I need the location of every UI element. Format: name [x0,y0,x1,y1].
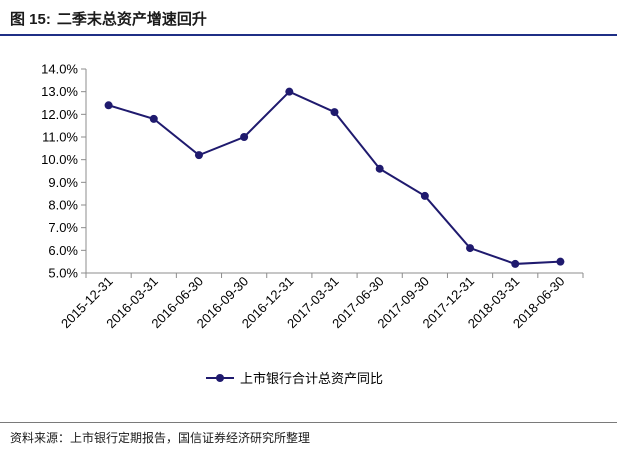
data-point [375,164,384,173]
figure-title-text: 二季末总资产增速回升 [56,11,207,28]
legend-marker [216,374,224,382]
data-point [466,244,475,253]
y-tick-label: 7.0% [48,220,78,235]
y-tick-label: 10.0% [41,152,78,167]
legend-label: 上市银行合计总资产同比 [240,371,383,386]
y-tick-label: 8.0% [48,198,78,213]
figure-header: 图 15: 二季末总资产增速回升 [0,0,617,36]
figure-number: 图 15: [10,11,51,28]
data-point [330,108,339,117]
figure-footer: 资料来源：上市银行定期报告，国信证券经济研究所整理 [0,422,617,451]
series-line [108,90,561,265]
source-note: 资料来源：上市银行定期报告，国信证券经济研究所整理 [10,431,311,445]
y-tick-label: 12.0% [41,107,78,122]
data-point [104,101,113,110]
y-tick-label: 6.0% [48,243,78,258]
data-point [194,151,203,160]
y-tick-label: 11.0% [42,130,78,145]
figure-title: 图 15: 二季末总资产增速回升 [10,8,207,29]
data-point [285,87,294,96]
y-tick-label: 9.0% [48,175,78,190]
data-point [511,259,520,268]
data-point [420,191,429,200]
y-tick-label: 14.0% [41,62,78,77]
line-chart: 5.0% 6.0% 7.0% 8.0% 9.0% 10.0% 11.0% 12.0% 13.0%… [41,62,584,386]
y-tick-label: 5.0% [48,266,78,281]
y-tick-label: 13.0% [41,84,78,99]
data-point [240,133,249,141]
data-point [556,257,565,266]
data-point [149,114,158,123]
